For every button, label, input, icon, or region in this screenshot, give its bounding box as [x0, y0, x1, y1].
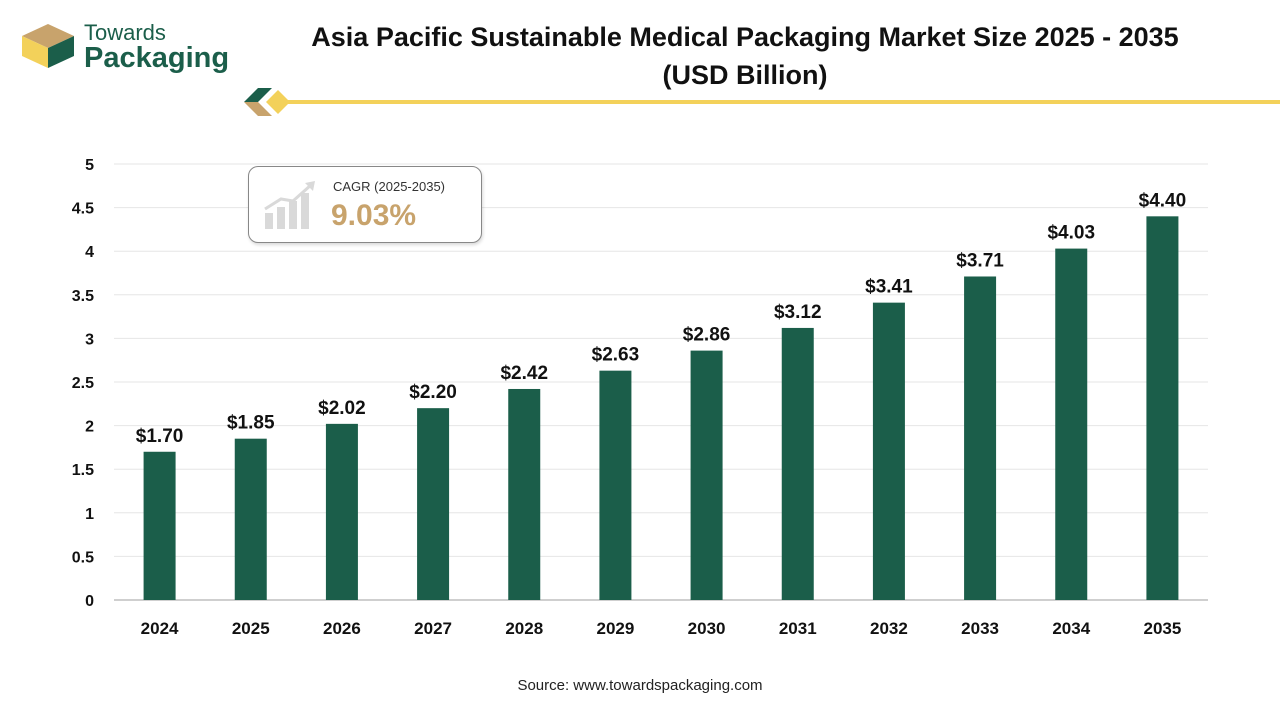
bar — [143, 451, 176, 600]
y-tick-label: 0.5 — [72, 549, 94, 566]
chart-title-line1: Asia Pacific Sustainable Medical Packagi… — [311, 22, 1179, 52]
data-label: $4.03 — [1047, 223, 1095, 244]
y-tick-label: 0 — [85, 593, 94, 610]
decorative-diamond-icon — [244, 88, 290, 116]
x-tick-label: 2024 — [141, 619, 179, 638]
data-label: $3.41 — [865, 277, 913, 298]
data-label: $1.70 — [136, 426, 184, 447]
x-tick-label: 2032 — [870, 619, 908, 638]
x-tick-label: 2031 — [779, 619, 817, 638]
data-label: $2.20 — [409, 382, 457, 403]
x-tick-label: 2034 — [1052, 619, 1090, 638]
x-tick-label: 2035 — [1144, 619, 1182, 638]
bar — [964, 276, 997, 600]
x-tick-label: 2029 — [597, 619, 635, 638]
y-tick-label: 2.5 — [72, 375, 94, 392]
y-tick-label: 1.5 — [72, 462, 94, 479]
bar — [781, 327, 814, 600]
data-label: $1.85 — [227, 413, 275, 434]
data-label: $3.71 — [956, 250, 1004, 271]
cagr-value: 9.03% — [331, 199, 417, 232]
bar — [1055, 248, 1088, 601]
y-tick-label: 5 — [85, 157, 94, 174]
y-tick-label: 4.5 — [72, 201, 94, 218]
bar — [234, 438, 267, 600]
bar — [508, 388, 541, 600]
logo-text-packaging: Packaging — [84, 42, 230, 74]
y-tick-label: 4 — [85, 244, 94, 261]
data-label: $2.02 — [318, 398, 366, 419]
logo-text-towards: Towards — [84, 20, 166, 45]
box-logo-icon — [22, 24, 74, 68]
bar — [690, 350, 723, 600]
y-tick-label: 3.5 — [72, 288, 94, 305]
cagr-box: CAGR (2025-2035) 9.03% — [248, 166, 482, 243]
bar — [1146, 216, 1179, 600]
y-tick-label: 2 — [85, 419, 94, 436]
x-tick-label: 2025 — [232, 619, 270, 638]
data-label: $3.12 — [774, 302, 822, 323]
y-tick-label: 3 — [85, 331, 94, 348]
x-tick-label: 2028 — [505, 619, 543, 638]
data-label: $4.40 — [1139, 190, 1187, 211]
bar — [325, 423, 358, 600]
chart-title-line2: (USD Billion) — [662, 60, 828, 90]
data-label: $2.63 — [592, 345, 640, 366]
chart-title: Asia Pacific Sustainable Medical Packagi… — [290, 18, 1200, 94]
bar — [872, 302, 905, 600]
x-tick-label: 2027 — [414, 619, 452, 638]
decorative-line — [284, 100, 1280, 104]
x-tick-label: 2030 — [688, 619, 726, 638]
bar — [599, 370, 632, 600]
data-label: $2.86 — [683, 325, 731, 346]
bar — [417, 408, 450, 600]
towards-packaging-logo: Towards Packaging — [18, 20, 248, 90]
data-label: $2.42 — [500, 363, 548, 384]
y-tick-label: 1 — [85, 506, 94, 523]
source-note: Source: www.towardspackaging.com — [517, 677, 763, 694]
x-tick-label: 2026 — [323, 619, 361, 638]
x-tick-label: 2033 — [961, 619, 999, 638]
growth-chart-icon — [264, 181, 315, 229]
cagr-label: CAGR (2025-2035) — [333, 179, 445, 194]
